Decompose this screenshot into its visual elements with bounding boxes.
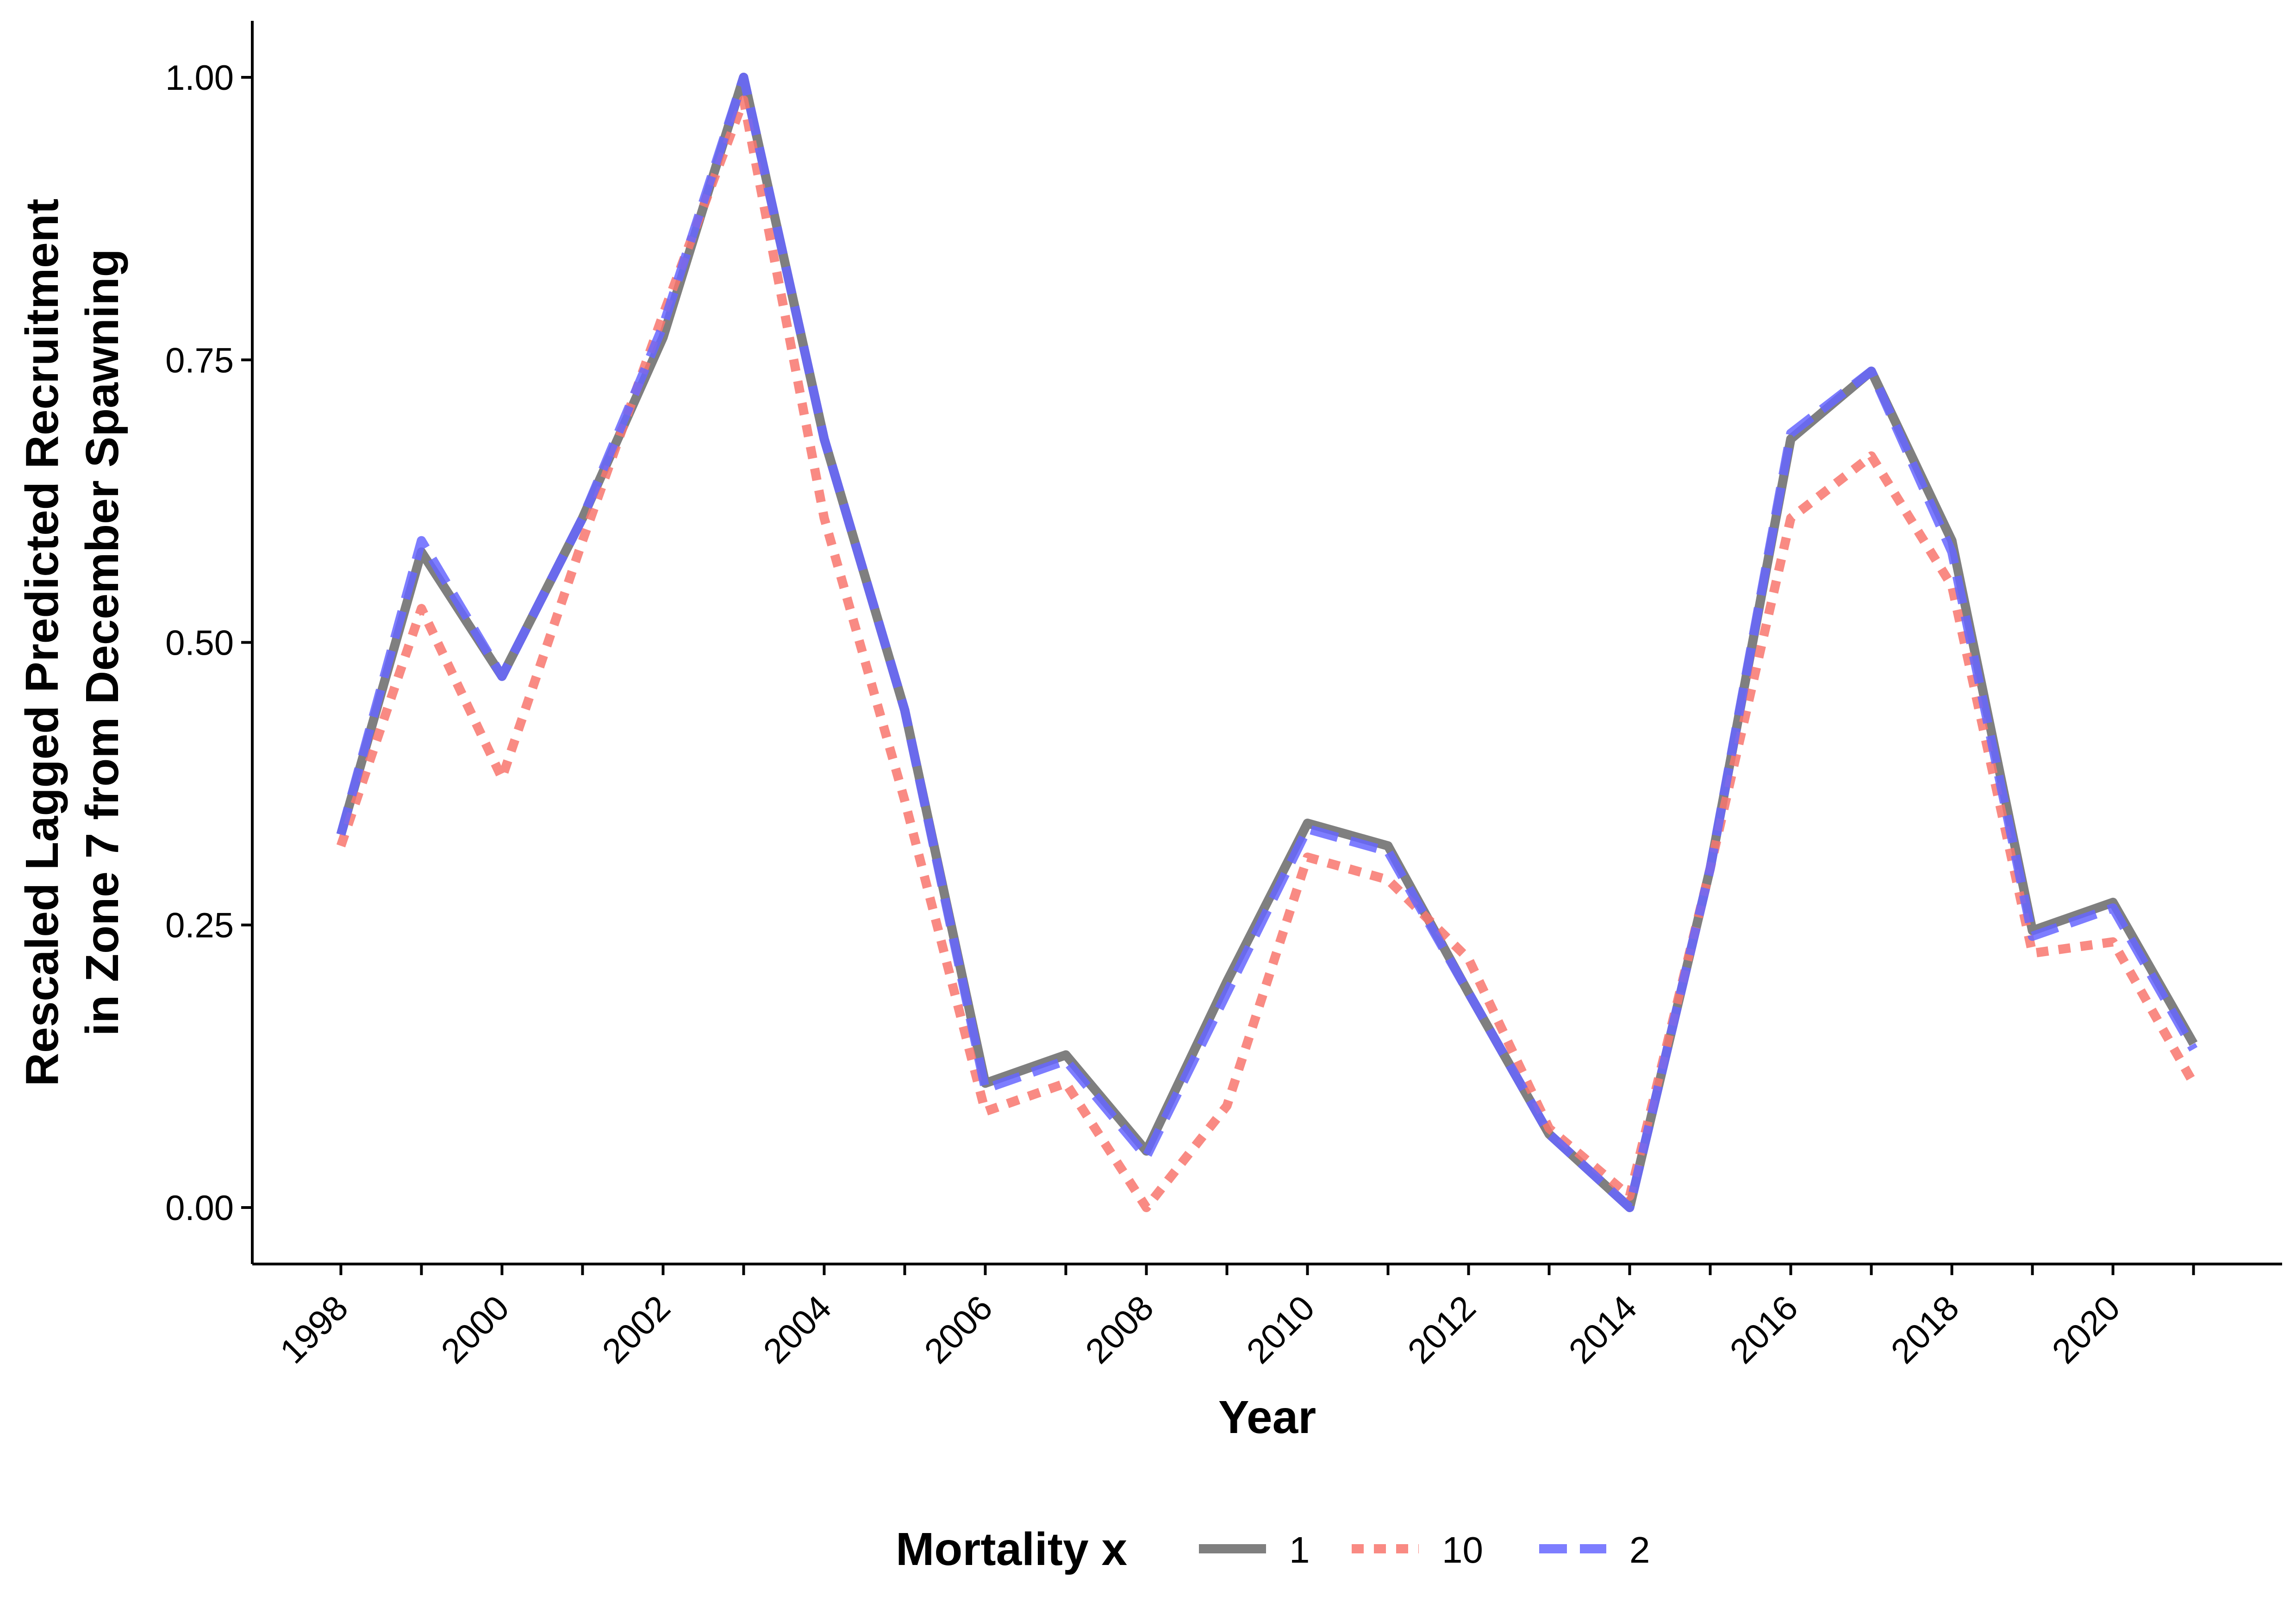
x-tick-label: 2004 <box>756 1288 839 1371</box>
x-tick-label: 2000 <box>434 1288 517 1371</box>
data-point-2 <box>743 77 744 78</box>
y-tick-label: 0.00 <box>165 1189 234 1228</box>
legend-label-2: 2 <box>1629 1529 1650 1571</box>
data-point-2 <box>2193 1049 2194 1050</box>
series-layer <box>336 73 2198 1212</box>
x-tick-label: 1998 <box>273 1288 356 1371</box>
x-tick-label: 2012 <box>1400 1288 1484 1371</box>
axes: 0.00 0.25 0.50 0.75 1.00 1998 2000 2002 2004 2006… <box>165 21 2282 1371</box>
data-point-1 <box>2032 930 2033 931</box>
y-axis-title-group: Rescaled Lagged Predicted Recruitment in … <box>16 199 128 1086</box>
x-tick-label: 2010 <box>1239 1288 1323 1371</box>
x-tick-label: 2008 <box>1078 1288 1161 1371</box>
legend-items: 1 10 2 <box>1199 1529 1650 1571</box>
y-tick-label: 0.25 <box>165 906 234 945</box>
data-point-2 <box>582 518 583 519</box>
data-point-10 <box>1146 1207 1147 1208</box>
y-axis-title-line: Rescaled Lagged Predicted Recruitment <box>16 199 68 1086</box>
y-axis-title-line: in Zone 7 from December Spawning <box>76 249 128 1036</box>
legend-title: Mortality x <box>896 1523 1127 1575</box>
legend-label-1: 1 <box>1289 1529 1310 1571</box>
x-tick-label: 2016 <box>1722 1288 1806 1371</box>
legend: Mortality x 1 10 2 <box>896 1523 1650 1575</box>
data-point-2 <box>421 540 422 541</box>
y-tick-label: 1.00 <box>165 58 234 98</box>
series-line-10 <box>336 95 2198 1212</box>
legend-label-10: 10 <box>1442 1529 1483 1571</box>
x-tick-label: 2020 <box>2045 1288 2128 1371</box>
x-tick-label: 2006 <box>917 1288 1000 1371</box>
series-line-1 <box>336 73 2198 1212</box>
data-point-10 <box>985 1111 986 1112</box>
x-tick-label: 2014 <box>1561 1288 1645 1371</box>
y-tick-label: 0.50 <box>165 624 234 663</box>
data-point-1 <box>1307 823 1308 824</box>
y-tick-label: 0.75 <box>165 341 234 380</box>
data-point-2 <box>1629 1207 1630 1208</box>
data-point-10 <box>582 540 583 541</box>
x-tick-label: 2002 <box>595 1288 678 1371</box>
x-tick-label: 2018 <box>1884 1288 1967 1371</box>
x-axis-title: Year <box>1218 1391 1316 1443</box>
data-point-10 <box>421 608 422 609</box>
series-line-2 <box>336 73 2198 1212</box>
data-point-10 <box>1468 958 1469 959</box>
data-point-2 <box>2032 936 2033 937</box>
